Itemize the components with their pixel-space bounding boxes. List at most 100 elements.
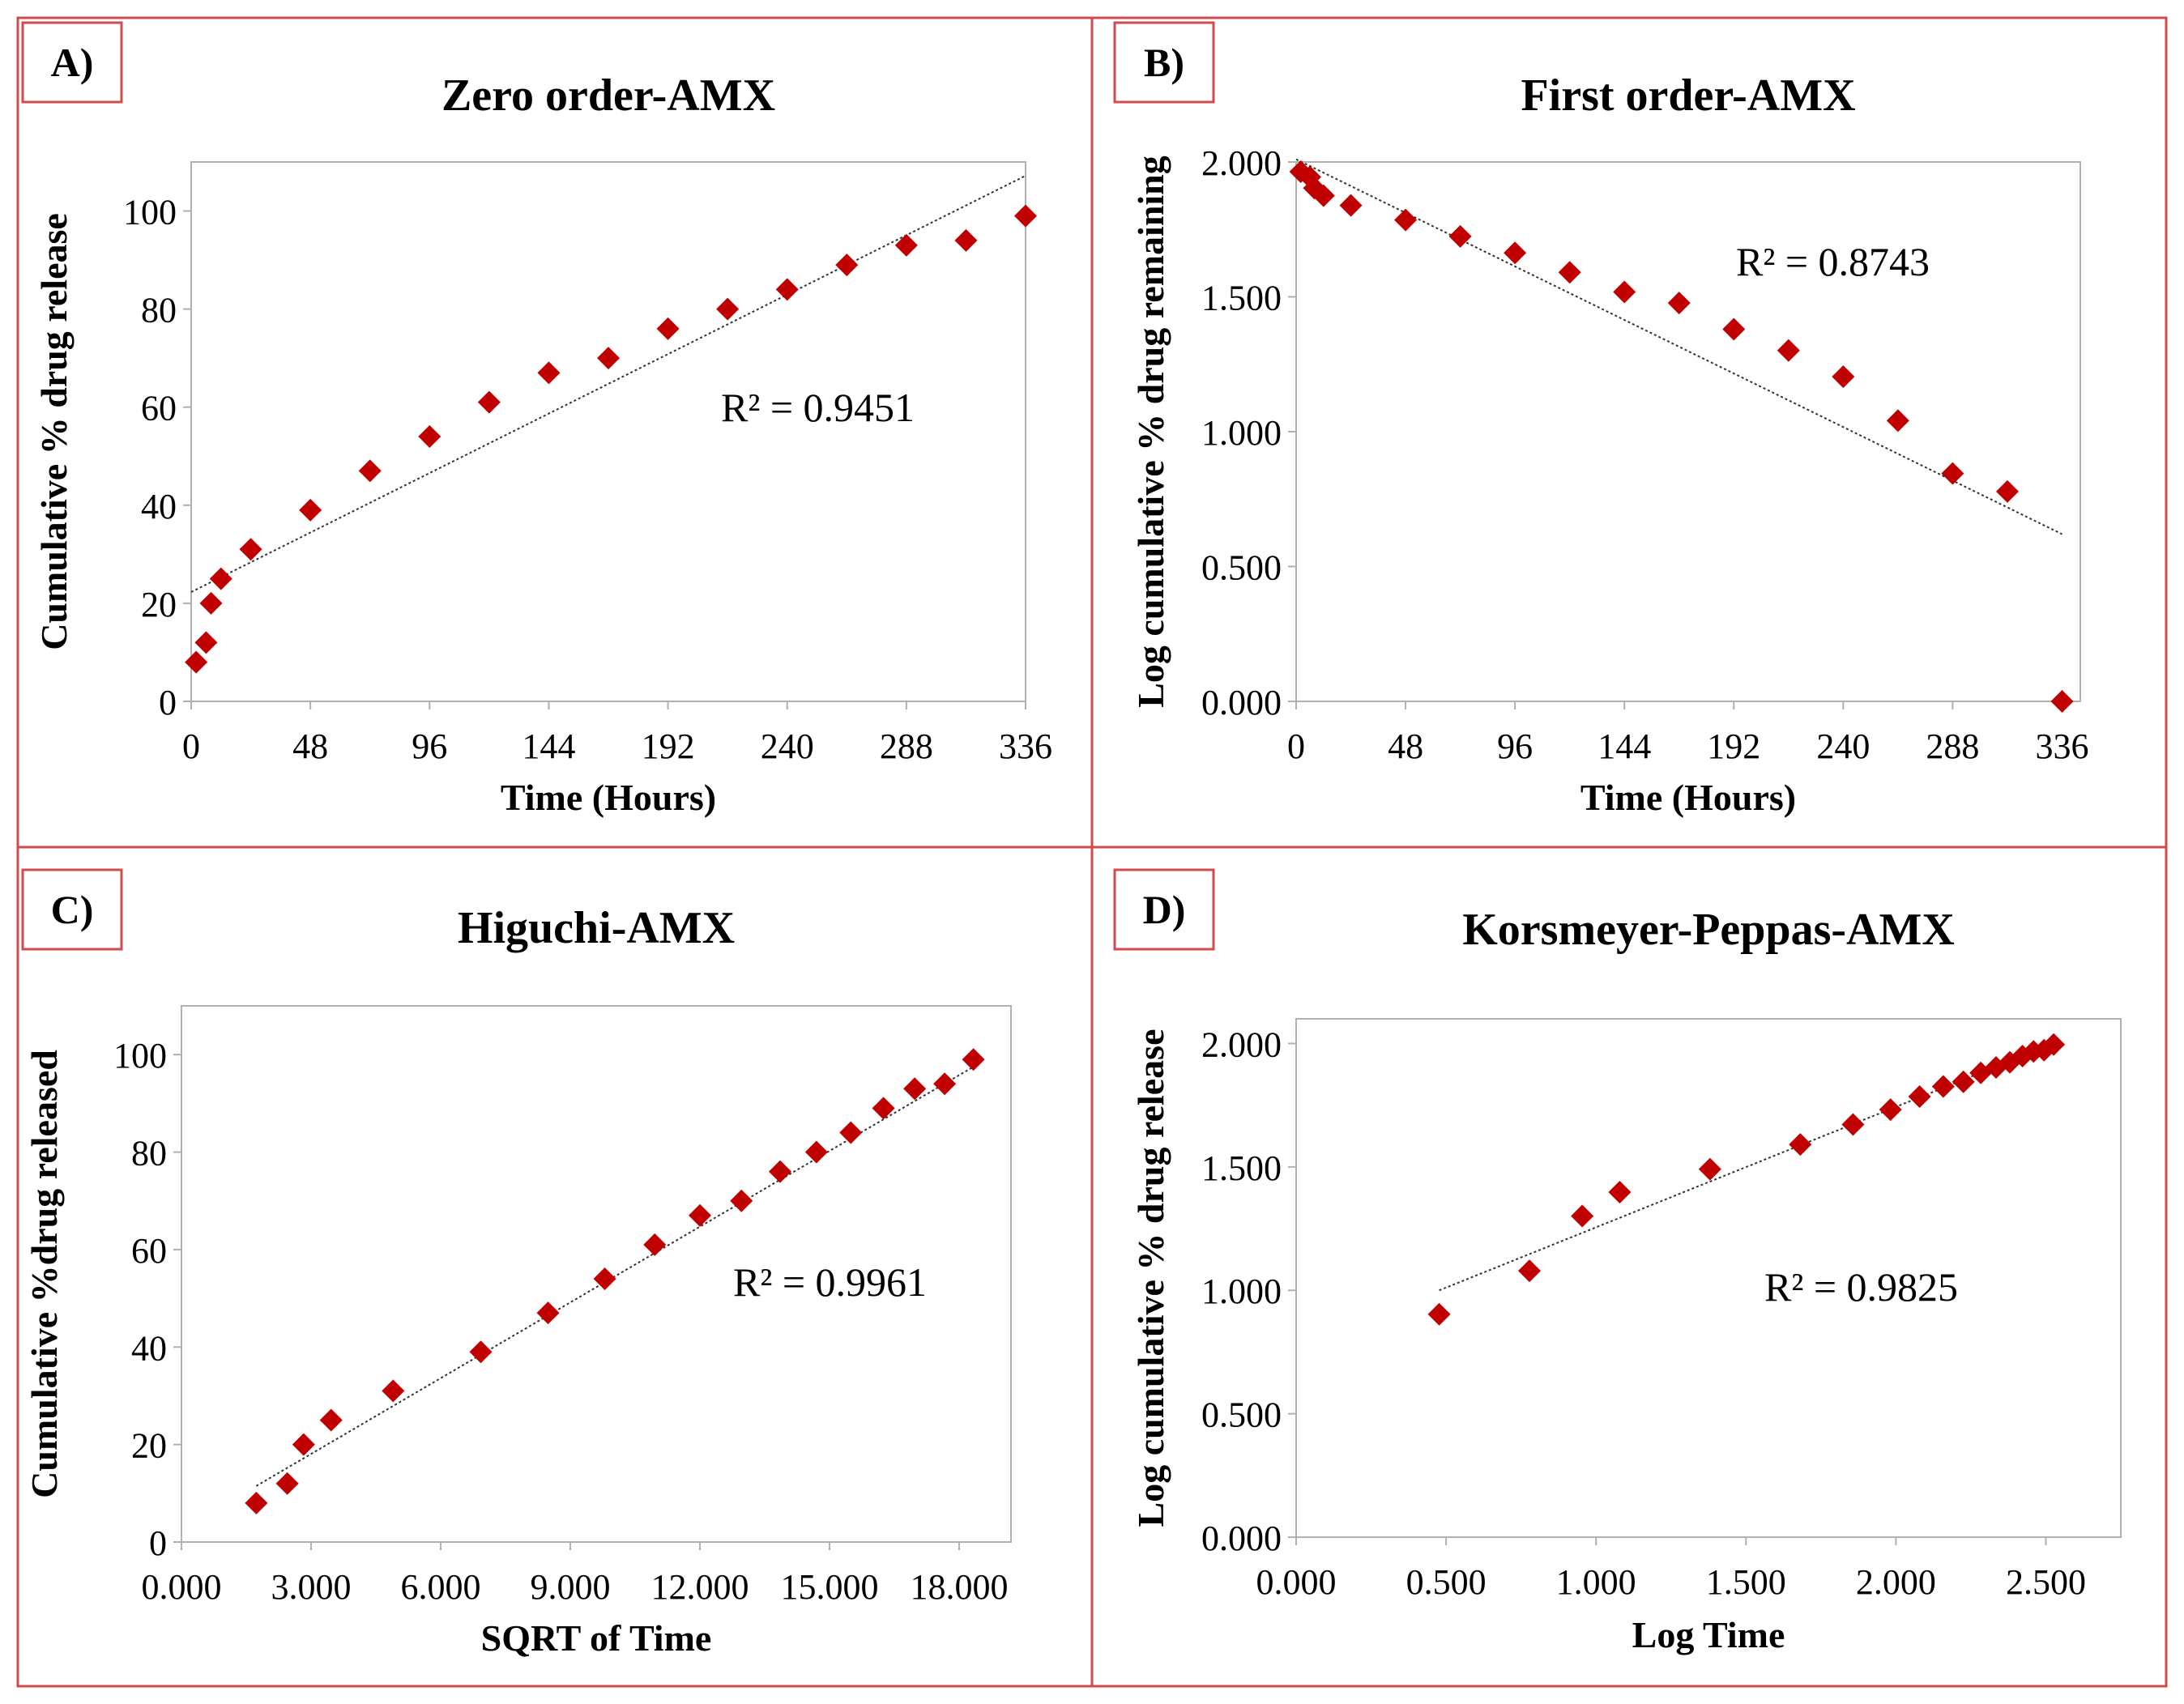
y-tick-label: 100 xyxy=(123,193,177,232)
y-tick-label: 2.000 xyxy=(1201,143,1282,183)
x-tick-label: 1.500 xyxy=(1706,1562,1786,1602)
y-axis-label: Cumulative %drug released xyxy=(23,1050,65,1498)
x-tick-label: 144 xyxy=(522,726,575,766)
plot-area-frame xyxy=(1295,161,2081,702)
y-tick-label: 80 xyxy=(131,1134,167,1174)
data-point xyxy=(199,591,223,615)
data-point xyxy=(1339,194,1363,217)
chart-title: Zero order-AMX xyxy=(441,70,775,121)
data-point xyxy=(903,1077,927,1101)
y-tick-label: 2.000 xyxy=(1201,1025,1282,1064)
data-point xyxy=(292,1433,315,1456)
x-axis-label: SQRT of Time xyxy=(481,1617,712,1659)
data-point xyxy=(1931,1075,1955,1098)
r-squared-annotation: R² = 0.8743 xyxy=(1736,239,1930,284)
plot-area-frame xyxy=(181,1005,1012,1543)
data-point xyxy=(730,1189,753,1212)
x-tick-label: 9.000 xyxy=(531,1567,611,1607)
x-tick-label: 288 xyxy=(1926,726,1979,766)
y-tick-label: 20 xyxy=(131,1426,167,1466)
panel-label-box xyxy=(21,868,123,951)
x-tick-label: 144 xyxy=(1597,726,1651,766)
data-point xyxy=(933,1072,957,1096)
data-point xyxy=(418,425,441,449)
data-point xyxy=(1014,204,1037,228)
data-point xyxy=(768,1160,791,1183)
panel-korsmeyer-peppas: D) Korsmeyer-Peppas-AMX 0.000 0.500 1.000 1.5… xyxy=(1113,868,2122,1655)
data-point xyxy=(1722,317,1746,341)
data-point xyxy=(1504,241,1527,265)
panel-higuchi: C) Higuchi-AMX 0 20 40 60 80 100 0.000 3.000 6.000… xyxy=(21,868,1012,1659)
data-point xyxy=(2022,1040,2045,1063)
y-axis-label: Log cumulative % drug release xyxy=(1130,1029,1171,1527)
data-point xyxy=(1995,479,2019,503)
data-point xyxy=(477,390,501,414)
data-point xyxy=(1571,1204,1594,1228)
y-tick-label: 0 xyxy=(159,683,177,722)
x-tick-label: 48 xyxy=(292,726,328,766)
x-tick-label: 240 xyxy=(761,726,814,766)
y-tick-label: 0.000 xyxy=(1201,683,1282,722)
y-tick-label: 1.000 xyxy=(1201,413,1282,453)
x-tick-label: 96 xyxy=(1497,726,1533,766)
data-point xyxy=(275,1472,299,1495)
x-tick-label: 6.000 xyxy=(401,1567,481,1607)
chart-title: Korsmeyer-Peppas-AMX xyxy=(1462,905,1955,955)
plot-area-frame xyxy=(190,161,1026,702)
x-tick-label: 1.000 xyxy=(1556,1562,1636,1602)
data-point xyxy=(1777,339,1800,362)
data-point xyxy=(1289,160,1312,183)
data-point xyxy=(954,228,978,252)
x-tick-label: 0.500 xyxy=(1406,1562,1487,1602)
x-tick-label: 192 xyxy=(1707,726,1760,766)
x-tick-label: 2.500 xyxy=(2006,1562,2086,1602)
x-axis-label: Time (Hours) xyxy=(1580,777,1796,818)
panel-zero-order: A) Zero order-AMX 0 20 40 60 80 100 0 48 96 144 192 2… xyxy=(21,21,1052,818)
r-squared-annotation: R² = 0.9961 xyxy=(733,1259,927,1305)
data-point xyxy=(209,567,232,590)
x-tick-label: 288 xyxy=(880,726,933,766)
y-tick-label: 1.000 xyxy=(1201,1272,1282,1311)
data-point xyxy=(1427,1302,1451,1326)
x-tick-label: 336 xyxy=(999,726,1052,766)
r-squared-annotation: R² = 0.9825 xyxy=(1764,1264,1958,1310)
y-axis-label: Cumulative % drug release xyxy=(33,213,75,650)
x-axis-label: Time (Hours) xyxy=(501,777,716,818)
panel-grid-frame xyxy=(16,16,2168,1688)
data-point xyxy=(185,650,208,674)
y-tick-label: 0.000 xyxy=(1201,1519,1282,1558)
data-point xyxy=(962,1048,985,1071)
trendline xyxy=(1439,1042,2054,1292)
data-point xyxy=(894,233,918,257)
y-tick-label: 40 xyxy=(131,1328,167,1368)
panel-label-box xyxy=(21,21,123,104)
plot-area-frame xyxy=(1295,1018,2122,1538)
x-tick-label: 0.000 xyxy=(142,1567,222,1607)
x-tick-label: 3.000 xyxy=(271,1567,352,1607)
data-point xyxy=(1789,1133,1812,1157)
data-point xyxy=(775,278,799,301)
data-point xyxy=(716,297,740,321)
data-point xyxy=(1667,292,1691,315)
chart-title: Higuchi-AMX xyxy=(458,903,735,953)
data-point xyxy=(1608,1180,1632,1203)
x-tick-label: 0 xyxy=(1287,726,1305,766)
x-tick-label: 48 xyxy=(1388,726,1423,766)
y-tick-label: 0.500 xyxy=(1201,1395,1282,1435)
data-point xyxy=(2050,690,2074,713)
x-tick-label: 12.000 xyxy=(651,1567,749,1607)
trendline xyxy=(190,175,1026,593)
data-point xyxy=(839,1121,863,1144)
data-point xyxy=(1886,409,1909,432)
data-point xyxy=(593,1267,616,1291)
data-point xyxy=(835,253,859,277)
y-tick-label: 0.500 xyxy=(1201,548,1282,588)
x-tick-label: 2.000 xyxy=(1856,1562,1936,1602)
panel-label: C) xyxy=(51,887,94,932)
data-point xyxy=(1518,1259,1542,1283)
y-tick-label: 1.500 xyxy=(1201,279,1282,318)
panel-label-box xyxy=(1113,21,1215,104)
chart-title: First order-AMX xyxy=(1521,70,1855,121)
y-tick-label: 40 xyxy=(141,487,177,526)
